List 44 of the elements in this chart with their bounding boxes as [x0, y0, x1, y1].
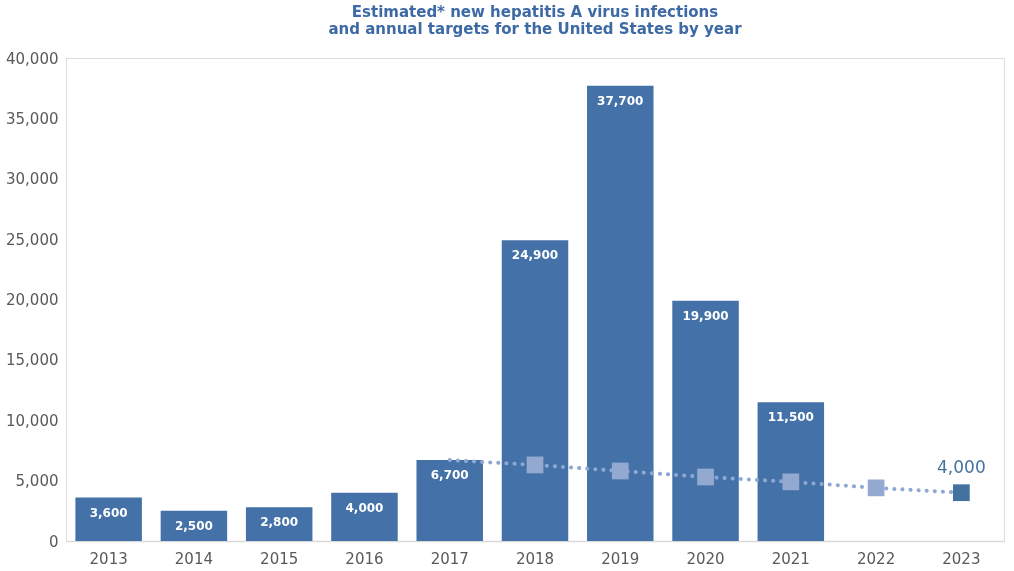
x-tick-label: 2014	[174, 549, 213, 568]
y-tick-label: 10,000	[6, 411, 59, 430]
point	[611, 462, 629, 480]
data-label: 11,500	[767, 410, 814, 425]
y-tick-label: 35,000	[6, 109, 59, 128]
point	[697, 468, 714, 486]
x-tick-label: 2018	[515, 549, 555, 568]
point	[526, 456, 544, 474]
bar	[75, 497, 142, 541]
bar	[331, 492, 398, 541]
point	[953, 484, 970, 502]
y-tick-label: 30,000	[6, 170, 59, 189]
bar	[587, 85, 654, 541]
x-tick-label: 2023	[942, 549, 981, 568]
data-label: 19,900	[682, 308, 729, 323]
data-label: 4,000	[345, 500, 384, 515]
data-label: 2,500	[174, 518, 213, 533]
y-tick-label: 0	[48, 532, 59, 551]
x-tick-label: 2019	[601, 549, 640, 568]
y-tick-label: 25,000	[6, 230, 59, 249]
data-label: 6,700	[430, 468, 469, 483]
x-tick-label: 2020	[686, 549, 725, 568]
point	[782, 473, 800, 491]
bar	[501, 240, 569, 541]
y-tick-label: 15,000	[6, 351, 59, 370]
y-tick-label: 20,000	[6, 291, 59, 309]
y-tick-label: 5,000	[15, 472, 59, 491]
x-tick-label: 2021	[771, 549, 810, 568]
data-label: 37,700	[597, 93, 644, 108]
data-label: 2,800	[260, 515, 299, 530]
x-tick-label: 2015	[260, 549, 299, 568]
data-label: 3,600	[89, 505, 128, 520]
bar	[757, 402, 825, 541]
bar	[672, 300, 739, 541]
x-tick-label: 2017	[430, 549, 469, 568]
x-tick-label: 2022	[857, 549, 896, 568]
chart-title: Estimated* new hepatitis A virus infections and annual targets for the United States by year	[328, 3, 743, 38]
x-tick-label: 2013	[89, 549, 128, 568]
x-tick-label: 2016	[345, 549, 384, 568]
y-tick-label: 40,000	[6, 49, 59, 68]
data-label: 4,000	[937, 456, 986, 477]
bar	[416, 460, 483, 541]
point	[867, 479, 885, 497]
data-label: 24,900	[511, 248, 559, 263]
